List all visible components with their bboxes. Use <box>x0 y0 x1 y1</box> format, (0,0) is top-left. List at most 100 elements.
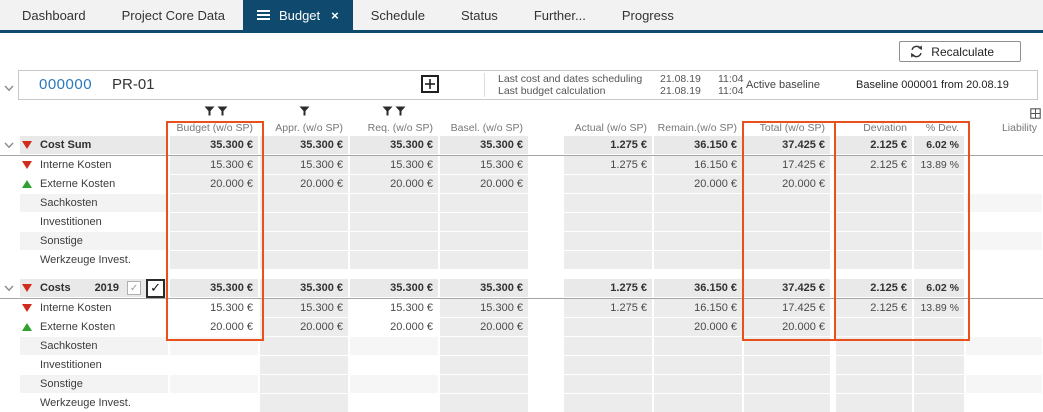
cell-basel[interactable]: 20.000 € <box>440 318 528 336</box>
tab-further[interactable]: Further... <box>516 0 604 30</box>
cell-basel[interactable]: 35.300 € <box>440 136 528 154</box>
cell-pct-dev[interactable] <box>914 337 964 355</box>
cell-pct-dev[interactable] <box>914 175 964 193</box>
cell-remain[interactable]: 16.150 € <box>654 156 742 174</box>
tab-dashboard[interactable]: Dashboard <box>4 0 104 30</box>
close-tab-icon[interactable]: × <box>331 7 339 23</box>
cell-deviation[interactable] <box>836 356 912 374</box>
row-label-cell[interactable]: Sonstige <box>0 232 168 250</box>
cell-basel[interactable] <box>440 394 528 412</box>
project-box[interactable]: 000000 PR-01 Last cost and dates schedul… <box>18 70 1038 100</box>
cell-liability[interactable] <box>966 213 1042 231</box>
cell-actual[interactable] <box>564 337 652 355</box>
header-total[interactable]: Total (w/o SP) <box>759 122 825 134</box>
tab-status[interactable]: Status <box>443 0 516 30</box>
cell-basel[interactable]: 35.300 € <box>440 279 528 297</box>
cell-basel[interactable] <box>440 232 528 250</box>
row-label-cell[interactable]: Sachkosten <box>0 337 168 355</box>
cell-total[interactable]: 20.000 € <box>744 175 830 193</box>
cell-liability[interactable] <box>966 375 1042 393</box>
cell-remain[interactable]: 20.000 € <box>654 318 742 336</box>
row-label-cell[interactable]: Cost Sum <box>0 136 168 154</box>
row-label-cell[interactable]: Investitionen <box>0 356 168 374</box>
cell-remain[interactable]: 16.150 € <box>654 299 742 317</box>
cell-appr[interactable] <box>260 337 348 355</box>
cell-actual[interactable] <box>564 194 652 212</box>
header-req[interactable]: Req. (w/o SP) <box>367 122 433 134</box>
cell-total[interactable] <box>744 375 830 393</box>
cell-remain[interactable] <box>654 394 742 412</box>
cell-deviation[interactable] <box>836 251 912 269</box>
cell-remain[interactable] <box>654 337 742 355</box>
cell-appr[interactable] <box>260 194 348 212</box>
cell-budget[interactable] <box>170 337 258 355</box>
cell-liability[interactable] <box>966 194 1042 212</box>
cell-deviation[interactable] <box>836 232 912 250</box>
cell-req[interactable]: 20.000 € <box>350 318 438 336</box>
tab-project-core-data[interactable]: Project Core Data <box>104 0 243 30</box>
cell-req[interactable] <box>350 194 438 212</box>
cell-liability[interactable] <box>966 318 1042 336</box>
cell-basel[interactable] <box>440 337 528 355</box>
cell-budget[interactable] <box>170 194 258 212</box>
header-pct-dev[interactable]: % Dev. <box>925 122 959 134</box>
cell-actual[interactable] <box>564 394 652 412</box>
cell-pct-dev[interactable] <box>914 194 964 212</box>
cell-budget[interactable] <box>170 232 258 250</box>
header-deviation[interactable]: Deviation <box>863 122 907 134</box>
cell-pct-dev[interactable] <box>914 232 964 250</box>
cell-deviation[interactable] <box>836 394 912 412</box>
cell-actual[interactable] <box>564 356 652 374</box>
cell-req[interactable]: 35.300 € <box>350 279 438 297</box>
group-collapse-chevron[interactable] <box>4 285 20 292</box>
cell-budget[interactable] <box>170 375 258 393</box>
cell-req[interactable] <box>350 251 438 269</box>
cell-total[interactable] <box>744 194 830 212</box>
cell-remain[interactable] <box>654 251 742 269</box>
row-label-cell[interactable]: Interne Kosten <box>0 299 168 317</box>
cell-budget[interactable]: 15.300 € <box>170 156 258 174</box>
cell-req[interactable] <box>350 375 438 393</box>
column-settings-icon[interactable] <box>1030 106 1041 124</box>
cell-actual[interactable]: 1.275 € <box>564 279 652 297</box>
cell-basel[interactable]: 15.300 € <box>440 156 528 174</box>
cell-pct-dev[interactable]: 13.89 % <box>914 299 964 317</box>
cell-pct-dev[interactable]: 13.89 % <box>914 156 964 174</box>
header-liability[interactable]: Liability <box>1001 122 1037 134</box>
cell-req[interactable]: 15.300 € <box>350 299 438 317</box>
header-budget[interactable]: Budget (w/o SP) <box>176 122 253 134</box>
tab-budget[interactable]: Budget × <box>242 0 353 30</box>
cell-appr[interactable]: 15.300 € <box>260 156 348 174</box>
cell-req[interactable] <box>350 356 438 374</box>
cell-basel[interactable] <box>440 356 528 374</box>
cell-basel[interactable] <box>440 375 528 393</box>
cell-budget[interactable] <box>170 213 258 231</box>
req-filter-icons[interactable] <box>382 106 406 116</box>
cell-remain[interactable]: 36.150 € <box>654 136 742 154</box>
cell-budget[interactable] <box>170 356 258 374</box>
cell-appr[interactable] <box>260 375 348 393</box>
cell-liability[interactable] <box>966 156 1042 174</box>
cell-appr[interactable]: 35.300 € <box>260 279 348 297</box>
cell-remain[interactable]: 36.150 € <box>654 279 742 297</box>
cell-actual[interactable]: 1.275 € <box>564 156 652 174</box>
cell-remain[interactable]: 20.000 € <box>654 175 742 193</box>
cell-total[interactable] <box>744 232 830 250</box>
cell-req[interactable] <box>350 213 438 231</box>
cell-basel[interactable]: 20.000 € <box>440 175 528 193</box>
cell-total[interactable]: 17.425 € <box>744 299 830 317</box>
appr-filter-icon[interactable] <box>299 106 310 116</box>
cell-pct-dev[interactable]: 6.02 % <box>914 279 964 297</box>
hamburger-icon[interactable] <box>256 10 270 20</box>
cell-total[interactable] <box>744 394 830 412</box>
cell-pct-dev[interactable]: 6.02 % <box>914 136 964 154</box>
header-remain[interactable]: Remain.(w/o SP) <box>657 122 737 134</box>
tab-schedule[interactable]: Schedule <box>353 0 443 30</box>
baseline-checkbox[interactable]: ✓ <box>127 281 142 295</box>
cell-deviation[interactable] <box>836 375 912 393</box>
cell-liability[interactable] <box>966 394 1042 412</box>
cell-liability[interactable] <box>966 175 1042 193</box>
cell-budget[interactable]: 15.300 € <box>170 299 258 317</box>
cell-req[interactable]: 15.300 € <box>350 156 438 174</box>
cell-liability[interactable] <box>966 136 1042 154</box>
